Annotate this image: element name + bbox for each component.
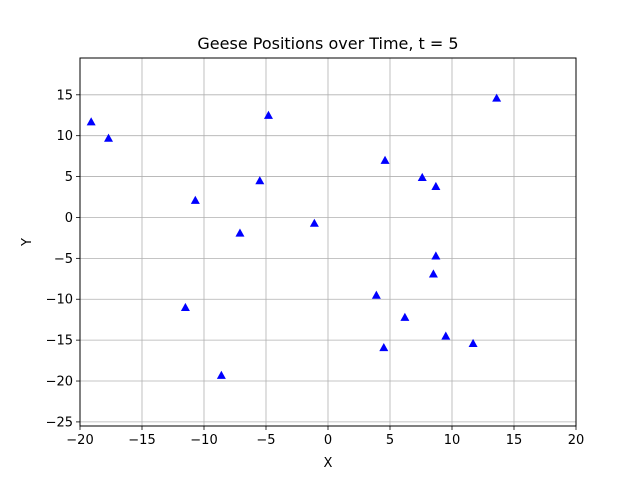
x-axis-label: X	[324, 456, 333, 471]
goose-point	[428, 269, 438, 278]
x-tick-label: 5	[386, 433, 394, 448]
x-tick-label: 10	[444, 433, 461, 448]
goose-point	[492, 93, 502, 102]
x-tick-label: −20	[66, 433, 93, 448]
goose-point	[400, 312, 410, 321]
y-tick-label: 0	[65, 211, 73, 226]
goose-point	[216, 370, 226, 379]
goose-point	[235, 228, 245, 237]
goose-point	[371, 290, 381, 299]
x-tick-label: 20	[568, 433, 585, 448]
x-tick-label: 0	[324, 433, 332, 448]
y-tick-label: 10	[56, 129, 73, 144]
goose-point	[431, 251, 441, 260]
goose-point	[431, 181, 441, 190]
goose-point	[417, 172, 427, 181]
x-tick-label: −15	[128, 433, 155, 448]
goose-point	[104, 133, 114, 142]
goose-point	[255, 176, 265, 185]
grid	[79, 58, 577, 426]
goose-point	[309, 218, 319, 227]
y-tick-label: −25	[46, 415, 73, 430]
goose-point	[263, 110, 273, 119]
x-tick-label: −10	[190, 433, 217, 448]
y-tick-label: 5	[65, 170, 73, 185]
goose-point	[441, 331, 451, 340]
x-tick-label: −5	[256, 433, 275, 448]
goose-point	[180, 302, 190, 312]
data-points	[86, 93, 502, 379]
y-axis-label: Y	[20, 238, 35, 247]
axis-ticks: −20 −15 −10 −5 0 5 10 15 20 −25 −20 −15 −10 −5 0 5 10 15	[46, 88, 585, 448]
goose-point	[380, 155, 390, 164]
y-tick-label: 15	[56, 88, 73, 103]
chart-title: Geese Positions over Time, t = 5	[197, 34, 458, 53]
goose-point	[379, 342, 389, 352]
goose-point	[468, 338, 478, 348]
y-tick-label: −20	[46, 375, 73, 390]
x-tick-label: 15	[506, 433, 523, 448]
goose-point	[86, 117, 96, 126]
y-tick-label: −10	[46, 293, 73, 308]
y-tick-label: −15	[46, 334, 73, 349]
goose-point	[190, 195, 200, 204]
y-tick-label: −5	[54, 252, 73, 267]
